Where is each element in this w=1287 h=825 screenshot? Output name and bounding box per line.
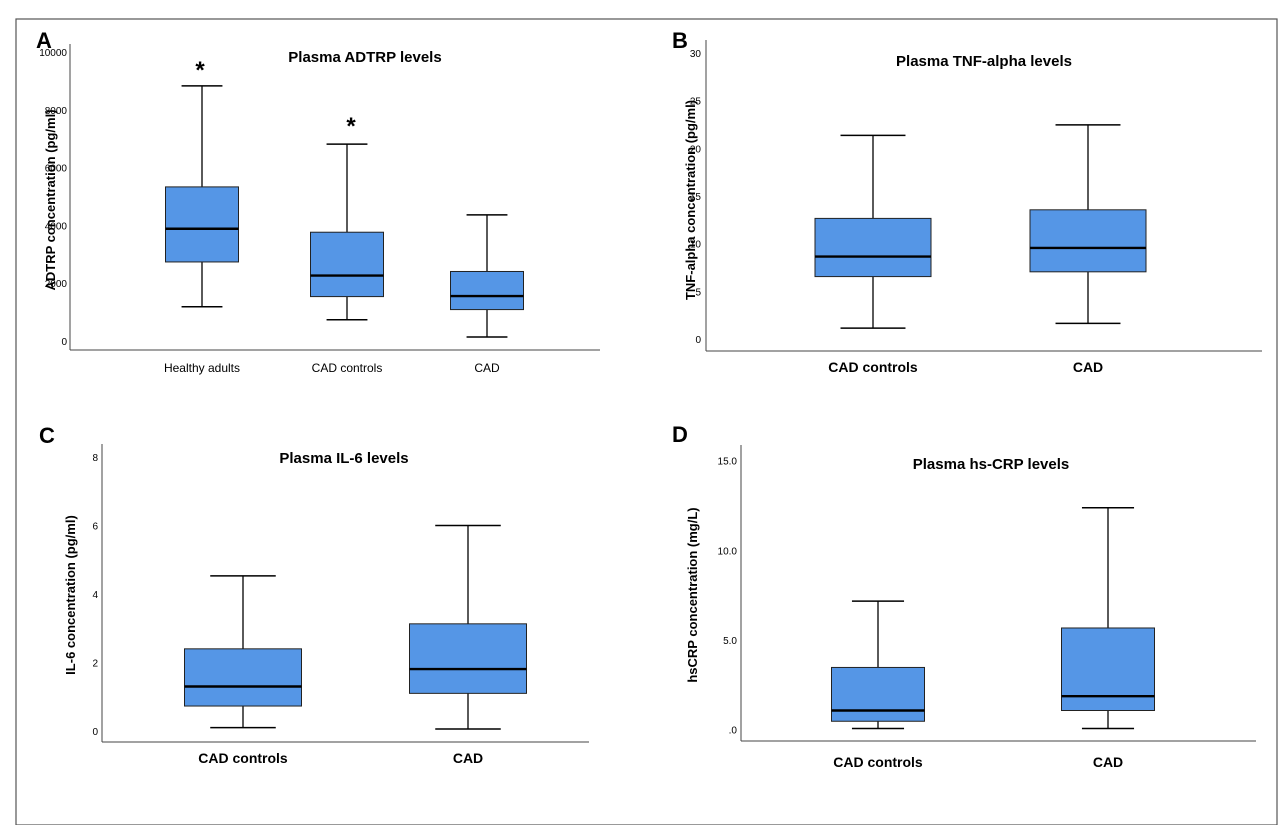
y-tick-label: 10000 <box>39 48 67 59</box>
iqr-box <box>814 217 932 278</box>
box-cad <box>450 214 524 338</box>
iqr-box <box>165 186 239 263</box>
y-tick-label: 15 <box>690 192 702 203</box>
iqr-box <box>184 648 302 707</box>
iqr-box <box>1029 209 1147 273</box>
y-axis-title: TNF-alpha concentration (pg/ml) <box>683 100 698 300</box>
significance-asterisk: * <box>346 113 356 140</box>
y-tick-label: 25 <box>690 97 702 108</box>
figure-border <box>15 18 1278 825</box>
y-tick-label: 4 <box>92 590 98 601</box>
chart-title: Plasma hs-CRP levels <box>913 456 1069 473</box>
iqr-box <box>310 231 384 298</box>
y-tick-label: 6 <box>92 522 98 533</box>
y-tick-label: 30 <box>690 49 702 60</box>
panel-label: B <box>672 28 688 53</box>
y-tick-label: 5 <box>695 287 701 298</box>
x-category-label: CAD <box>474 361 500 375</box>
x-category-label: CAD controls <box>833 754 923 770</box>
y-tick-label: 2 <box>92 659 98 670</box>
panel-label: D <box>672 422 688 447</box>
y-tick-label: .0 <box>729 726 738 737</box>
x-category-label: CAD controls <box>828 359 918 375</box>
box-cad-controls <box>814 134 932 329</box>
box-cad <box>1061 507 1155 730</box>
iqr-box <box>409 623 527 694</box>
y-tick-label: 15.0 <box>718 457 738 468</box>
box-cad-controls <box>184 575 302 729</box>
panel-label: A <box>36 28 52 53</box>
iqr-box <box>1061 627 1155 712</box>
iqr-box <box>450 270 524 311</box>
chart-title: Plasma IL-6 levels <box>279 450 408 467</box>
y-tick-label: 10 <box>690 240 702 251</box>
box-cad <box>1029 124 1147 325</box>
panel-a: A Plasma ADTRP levels 0 2000 4000 6000 8000 100… <box>36 28 600 375</box>
y-tick-label: 2000 <box>45 279 68 290</box>
x-category-label: Healthy adults <box>164 361 240 375</box>
y-tick-label: 5.0 <box>723 636 737 647</box>
y-tick-label: 6000 <box>45 164 68 175</box>
y-tick-label: 8000 <box>45 106 68 117</box>
panel-label: C <box>39 423 55 448</box>
iqr-box <box>831 666 925 722</box>
y-tick-label: 10.0 <box>718 546 738 557</box>
y-axis-title: ADTRP concentration (pg/ml) <box>43 109 58 290</box>
x-category-label: CAD controls <box>198 750 288 766</box>
y-tick-label: 8 <box>92 453 98 464</box>
box-healthy-adults <box>165 85 239 308</box>
y-tick-label: 0 <box>695 335 701 346</box>
panel-c: C Plasma IL-6 levels 0 2 4 6 8 IL-6 concentrati… <box>39 423 589 766</box>
panel-d: D Plasma hs-CRP levels .0 5.0 10.0 15.0 hsCRP … <box>672 422 1256 770</box>
y-axis-title: IL-6 concentration (pg/ml) <box>63 515 78 675</box>
x-category-label: CAD <box>1093 754 1123 770</box>
y-axis-title: hsCRP concentration (mg/L) <box>685 507 700 682</box>
chart-title: Plasma TNF-alpha levels <box>896 53 1072 70</box>
y-tick-label: 0 <box>92 727 98 738</box>
x-category-label: CAD controls <box>312 361 383 375</box>
box-cad <box>409 524 527 730</box>
x-category-label: CAD <box>453 750 483 766</box>
box-cad-controls <box>831 600 925 730</box>
box-cad-controls <box>310 143 384 321</box>
x-category-label: CAD <box>1073 359 1103 375</box>
y-tick-label: 0 <box>61 337 67 348</box>
chart-title: Plasma ADTRP levels <box>288 49 441 66</box>
significance-asterisk: * <box>195 57 205 84</box>
y-tick-label: 4000 <box>45 221 68 232</box>
panel-b: B Plasma TNF-alpha levels 0 5 10 15 20 25 30 TNF-… <box>672 28 1262 375</box>
y-tick-label: 20 <box>690 144 702 155</box>
